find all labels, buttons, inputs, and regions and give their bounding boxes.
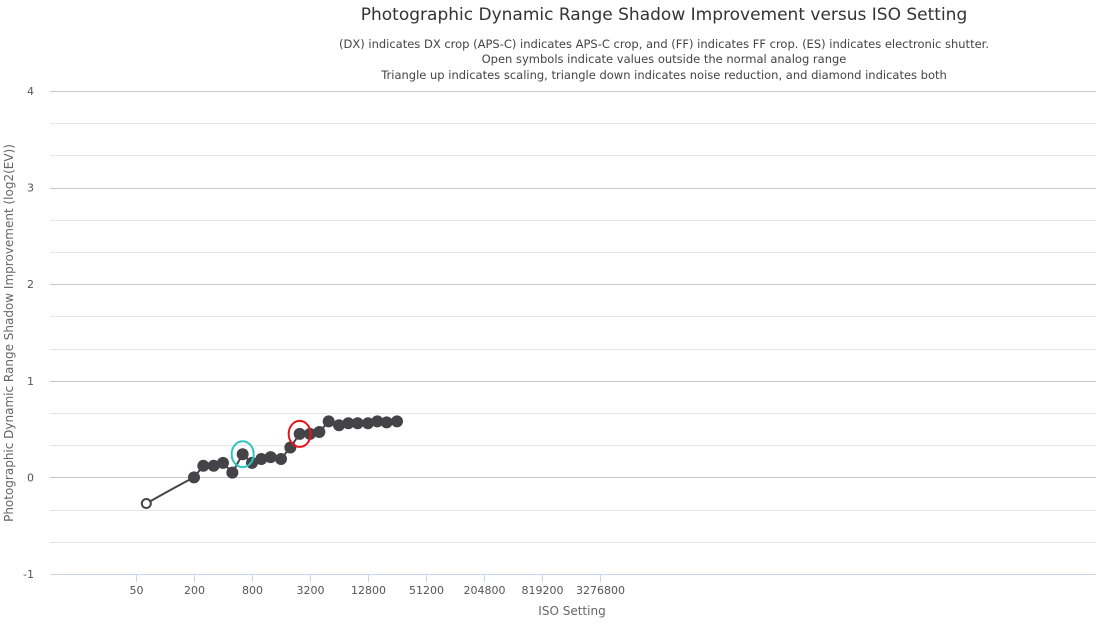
data-point: [380, 416, 393, 429]
chart-subtitle-2: Open symbols indicate values outside the…: [482, 52, 847, 66]
x-tick-label: 819200: [522, 584, 564, 597]
y-tick-label: 3: [27, 182, 34, 195]
x-tick-label: 51200: [409, 584, 444, 597]
data-point: [217, 456, 229, 469]
data-point: [255, 453, 268, 466]
x-tick-label: 3200: [297, 584, 325, 597]
y-tick-label: 1: [27, 375, 34, 388]
data-point: [284, 441, 297, 454]
data-point: [207, 459, 220, 472]
y-axis-label: Photographic Dynamic Range Shadow Improv…: [2, 144, 16, 522]
data-point: [236, 448, 249, 461]
x-tick-label: 204800: [464, 584, 506, 597]
chart-subtitle-3: Triangle up indicates scaling, triangle …: [380, 68, 947, 82]
data-point: [371, 415, 384, 428]
data-point: [342, 417, 355, 430]
x-tick-label: 50: [130, 584, 144, 597]
data-point-open: [140, 497, 152, 509]
data-point: [391, 415, 403, 428]
data-point: [275, 453, 287, 466]
data-point: [322, 415, 335, 428]
data-point: [313, 425, 326, 438]
x-axis-label: ISO Setting: [538, 604, 605, 618]
x-tick-label: 3276800: [576, 584, 625, 597]
data-point: [188, 471, 200, 484]
data-point: [293, 427, 306, 440]
data-point: [197, 459, 210, 472]
data-point: [264, 451, 277, 464]
y-tick-label: 4: [27, 85, 34, 98]
y-tick-label: 2: [27, 278, 34, 291]
chart-title: Photographic Dynamic Range Shadow Improv…: [361, 5, 968, 25]
x-tick-label: 800: [242, 584, 263, 597]
data-point: [226, 466, 239, 479]
data-point: [333, 419, 345, 432]
y-tick-label: 0: [27, 471, 34, 484]
highlight-circle: [287, 419, 312, 448]
chart-subtitle-1: (DX) indicates DX crop (APS-C) indicates…: [339, 37, 989, 51]
data-point: [362, 417, 374, 430]
highlight-circle: [230, 440, 255, 469]
x-tick-label: 12800: [351, 584, 386, 597]
y-tick-label: -1: [23, 568, 34, 581]
x-tick-label: 200: [184, 584, 205, 597]
data-point: [351, 417, 364, 430]
